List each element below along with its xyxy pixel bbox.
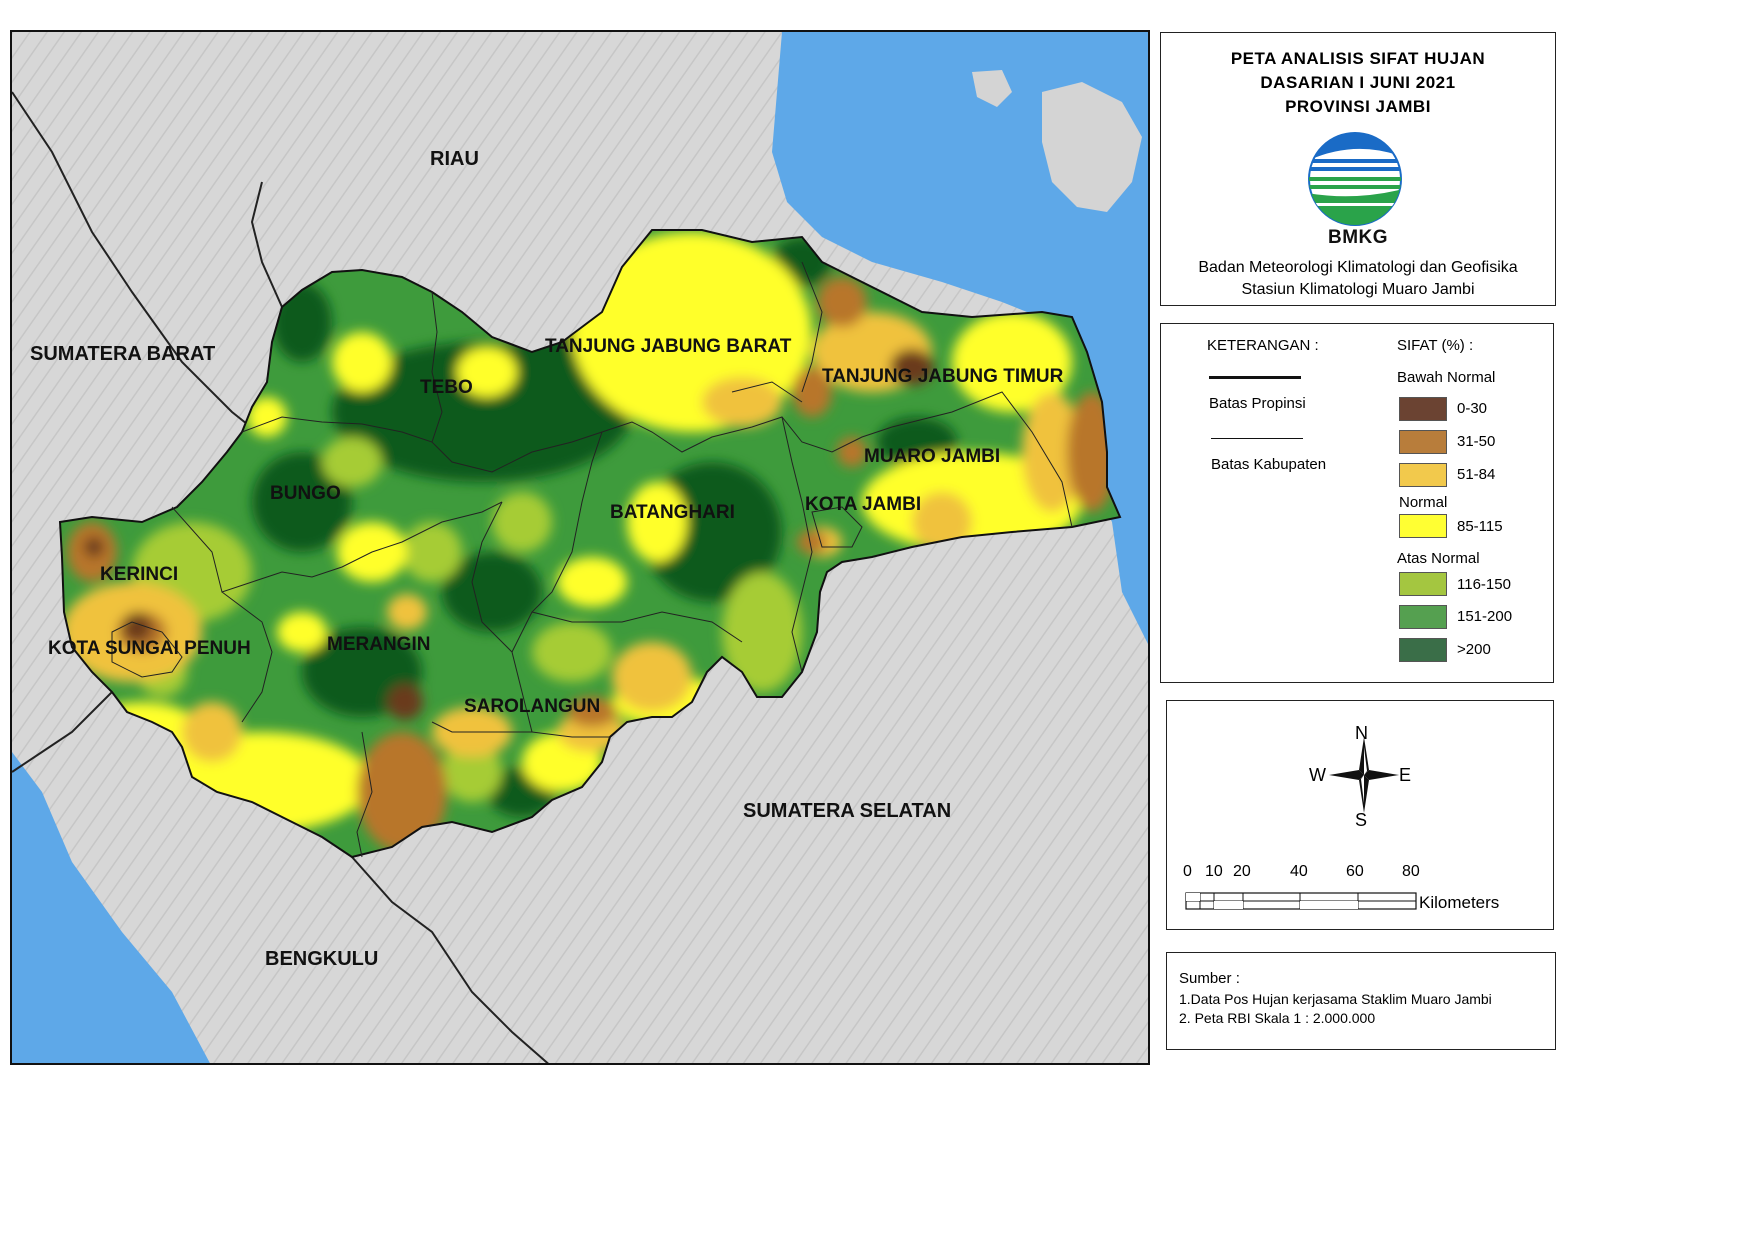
map-canvas[interactable] xyxy=(12,32,1150,1065)
station-name: Stasiun Klimatologi Muaro Jambi xyxy=(1241,281,1475,298)
legend-heading: KETERANGAN : xyxy=(1207,337,1319,354)
label-tanjung-jabung-barat: TANJUNG JABUNG BARAT xyxy=(545,336,792,357)
label-sarolangun: SAROLANGUN xyxy=(464,696,601,717)
legend-swatch-151-200 xyxy=(1399,605,1447,629)
label-kerinci: KERINCI xyxy=(100,564,179,585)
scale-tick-80: 80 xyxy=(1402,863,1420,880)
legend-normal: Normal xyxy=(1399,494,1448,511)
label-riau: RIAU xyxy=(430,148,479,170)
scale-unit: Kilometers xyxy=(1419,893,1500,912)
legend-swatch-0-30 xyxy=(1399,397,1447,421)
map-frame[interactable]: RIAU SUMATERA BARAT SUMATERA SELATAN BEN… xyxy=(10,30,1150,1065)
label-tanjung-jabung-timur: TANJUNG JABUNG TIMUR xyxy=(822,366,1064,387)
map-title-line3: PROVINSI JAMBI xyxy=(1285,97,1431,116)
label-sumatera-selatan: SUMATERA SELATAN xyxy=(743,800,952,822)
legend-swatch-31-50 xyxy=(1399,430,1447,454)
legend-panel: KETERANGAN : SIFAT (%) : Batas Propinsi … xyxy=(1160,323,1554,683)
boundary-sumsel xyxy=(351,856,549,1063)
island-east xyxy=(1042,82,1142,212)
legend-swatch-51-84 xyxy=(1399,463,1447,487)
north-arrow-icon xyxy=(1329,737,1399,813)
legend-batas-kabupaten: Batas Kabupaten xyxy=(1211,456,1327,473)
jambi-province-boundary xyxy=(58,229,1122,859)
legend-line-propinsi xyxy=(1209,376,1301,379)
legend-sifat-heading: SIFAT (%) : xyxy=(1397,337,1474,354)
source-line-2: 2. Peta RBI Skala 1 : 2.000.000 xyxy=(1179,1010,1376,1026)
legend-swatch-200 xyxy=(1399,638,1447,662)
bmkg-logo-icon xyxy=(1308,132,1402,226)
legend-label-0-30: 0-30 xyxy=(1457,400,1488,417)
legend-label-51-84: 51-84 xyxy=(1457,466,1496,483)
regency-boundaries xyxy=(111,261,1073,858)
map-title-line1: PETA ANALISIS SIFAT HUJAN xyxy=(1230,49,1486,68)
label-muaro-jambi: MUARO JAMBI xyxy=(864,446,1001,467)
boundary-sumbar xyxy=(12,91,258,433)
scale-tick-0: 0 xyxy=(1183,863,1192,880)
agency-name: Badan Meteorologi Klimatologi dan Geofis… xyxy=(1198,259,1518,276)
label-merangin: MERANGIN xyxy=(327,634,431,655)
label-sumatera-barat: SUMATERA BARAT xyxy=(30,343,216,365)
scale-bar xyxy=(1185,892,1417,910)
label-kota-jambi: KOTA JAMBI xyxy=(805,494,922,515)
label-bungo: BUNGO xyxy=(270,483,341,504)
legend-bawah-normal: Bawah Normal xyxy=(1397,369,1496,386)
legend-label-85-115: 85-115 xyxy=(1457,518,1503,535)
legend-label-116-150: 116-150 xyxy=(1457,576,1511,593)
legend-label-200: >200 xyxy=(1457,641,1491,658)
legend-swatch-116-150 xyxy=(1399,572,1447,596)
island-small xyxy=(972,70,1012,107)
label-kota-sungai-penuh: KOTA SUNGAI PENUH xyxy=(48,638,251,659)
scale-tick-10: 10 xyxy=(1205,863,1223,880)
scale-tick-60: 60 xyxy=(1346,863,1364,880)
sea-east xyxy=(772,32,1148,644)
compass-south: S xyxy=(1355,810,1368,830)
source-heading: Sumber : xyxy=(1179,970,1240,987)
compass-north: N xyxy=(1355,723,1368,743)
legend-label-151-200: 151-200 xyxy=(1457,608,1513,625)
legend-batas-propinsi: Batas Propinsi xyxy=(1209,395,1306,412)
source-line-1: 1.Data Pos Hujan kerjasama Staklim Muaro… xyxy=(1179,991,1492,1007)
scale-tick-40: 40 xyxy=(1290,863,1308,880)
label-batanghari: BATANGHARI xyxy=(610,502,735,523)
boundary-bengkulu xyxy=(12,691,113,773)
legend-label-31-50: 31-50 xyxy=(1457,433,1496,450)
legend-swatch-85-115 xyxy=(1399,514,1447,538)
title-panel: PETA ANALISIS SIFAT HUJAN DASARIAN I JUN… xyxy=(1160,32,1556,306)
label-tebo: TEBO xyxy=(420,377,473,398)
legend-line-kabupaten xyxy=(1211,438,1303,439)
compass-scale-panel: N S E W 0 10 20 40 60 80 Kilometers xyxy=(1166,700,1554,930)
scale-tick-20: 20 xyxy=(1233,863,1251,880)
label-bengkulu: BENGKULU xyxy=(265,948,379,970)
compass-west: W xyxy=(1309,765,1326,785)
source-panel: Sumber : 1.Data Pos Hujan kerjasama Stak… xyxy=(1166,952,1556,1050)
bmkg-logo-text: BMKG xyxy=(1327,227,1389,248)
legend-atas-normal: Atas Normal xyxy=(1397,550,1480,567)
sea-west xyxy=(12,752,210,1063)
compass-east: E xyxy=(1399,765,1412,785)
map-title-line2: DASARIAN I JUNI 2021 xyxy=(1260,73,1456,92)
